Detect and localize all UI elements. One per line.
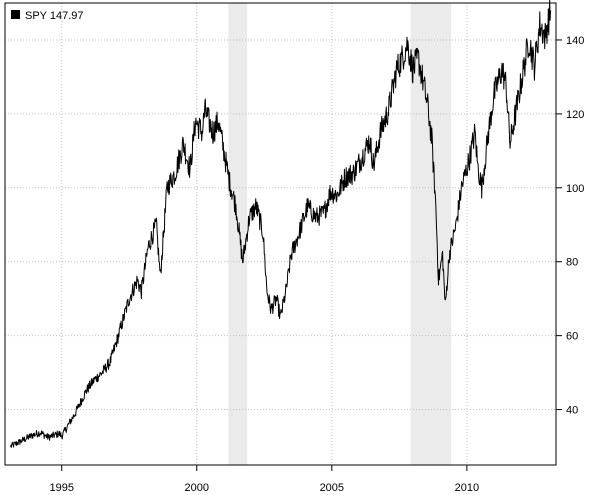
- x-tick-label-2005: 2005: [320, 482, 344, 494]
- shaded-period-0: [228, 3, 248, 465]
- y-tick-label-80: 80: [566, 257, 578, 269]
- y-tick-label-60: 60: [566, 331, 578, 343]
- plot-frame: [4, 2, 557, 466]
- y-tick-label-140: 140: [566, 35, 584, 47]
- legend-label: SPY 147.97: [25, 10, 84, 22]
- x-axis: 1995 2000 2005 2010: [49, 465, 479, 494]
- y-tick-label-40: 40: [566, 405, 578, 417]
- x-tick-label-1995: 1995: [49, 482, 73, 494]
- y-axis: 40 60 80 100 120 140: [556, 35, 584, 417]
- x-tick-label-2000: 2000: [185, 482, 209, 494]
- x-tick-label-2010: 2010: [455, 482, 479, 494]
- y-tick-label-100: 100: [566, 183, 584, 195]
- series-layer: [9, 0, 552, 448]
- shaded-period-1: [410, 3, 452, 465]
- series-line-0: [9, 0, 552, 448]
- recession-shading: [228, 3, 452, 465]
- gridlines: [5, 3, 556, 465]
- y-tick-label-120: 120: [566, 109, 584, 121]
- legend: SPY 147.97: [11, 10, 84, 22]
- legend-swatch: [11, 10, 20, 19]
